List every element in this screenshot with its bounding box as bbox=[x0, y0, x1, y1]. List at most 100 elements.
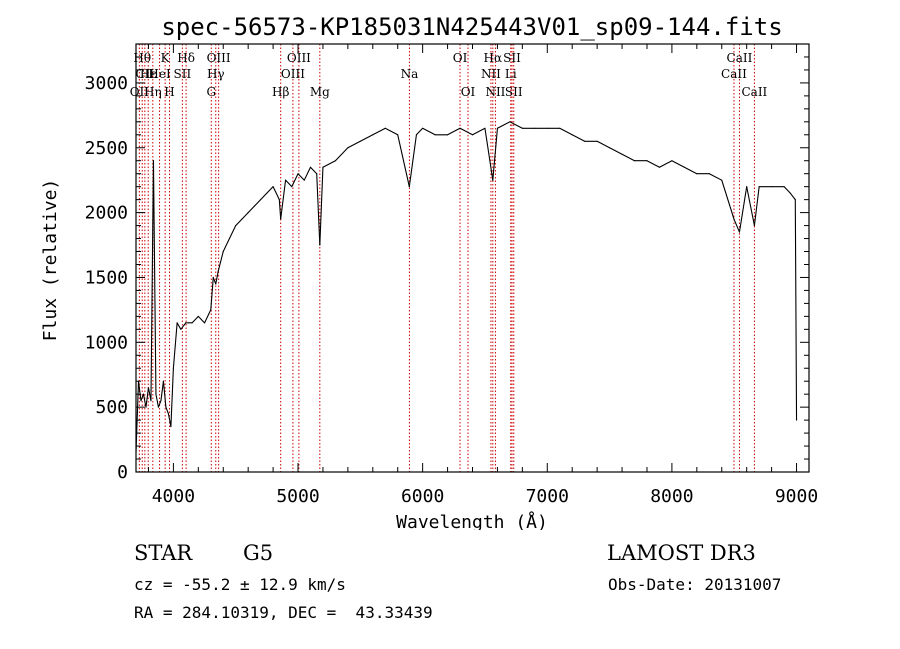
coordinates: RA = 284.10319, DEC = 43.33439 bbox=[134, 603, 433, 622]
spectrum-segment-0-74 bbox=[671, 160, 685, 168]
survey-label: LAMOST DR3 bbox=[607, 541, 756, 565]
spectrum-segment-0-33 bbox=[266, 186, 274, 194]
spectrum-segment-0-9 bbox=[157, 400, 162, 408]
line-label-14: OIII bbox=[281, 67, 305, 81]
spectrum-segment-0-52 bbox=[415, 127, 424, 136]
spectrum-segment-0-2 bbox=[140, 393, 145, 402]
spectrum-segment-0-27 bbox=[228, 225, 237, 240]
spectrum-chart: spec-56573-KP185031N425443V01_sp09-144.f… bbox=[40, 13, 818, 530]
redshift-readout: cz = -55.2 ± 12.9 km/s bbox=[134, 575, 346, 594]
spectrum-segment-0-85 bbox=[783, 186, 791, 194]
spectrum-segment-0-81 bbox=[746, 186, 755, 227]
y-axis-ticks: 0 500 1000 1500 2000 2500 3000 bbox=[85, 56, 809, 483]
spectrum-segment-0-75 bbox=[683, 166, 698, 175]
spectrum-segment-0-3 bbox=[142, 393, 147, 408]
x-tick-label-1: 5000 bbox=[276, 486, 319, 507]
spectrum-segment-0-51 bbox=[408, 134, 417, 188]
spectrum-segment-0-60 bbox=[496, 121, 511, 129]
spectrum-segment-0-66 bbox=[571, 134, 586, 142]
spectrum-segment-0-16 bbox=[176, 322, 182, 330]
y-tick-label-2: 1000 bbox=[85, 332, 128, 353]
spectrum-segment-0-31 bbox=[253, 199, 262, 207]
line-label-22: NII bbox=[485, 85, 505, 99]
line-label-5: HeI bbox=[148, 67, 171, 81]
spectrum-segment-0-23 bbox=[212, 276, 217, 285]
spectrum-segment-0-40 bbox=[303, 166, 312, 181]
spectrum-segment-0-34 bbox=[272, 186, 280, 201]
line-label-7: H bbox=[164, 85, 174, 99]
spectrum-segment-0-46 bbox=[347, 140, 361, 149]
obs-date: Obs-Date: 20131007 bbox=[608, 575, 782, 594]
spectrum-segment-0-65 bbox=[559, 127, 573, 136]
spectrum-segment-0-4 bbox=[145, 387, 150, 408]
spectrum-segment-0-38 bbox=[291, 173, 299, 188]
line-label-18: OI bbox=[453, 51, 468, 65]
line-label-2: CII bbox=[136, 67, 155, 81]
line-label-23: Li bbox=[505, 67, 517, 81]
spectrum-segment-0-26 bbox=[222, 238, 231, 253]
line-label-19: OI bbox=[461, 85, 476, 99]
spectrum-segment-0-35 bbox=[278, 199, 282, 220]
spectrum-segment-0-82 bbox=[753, 186, 760, 227]
spectrum-segment-0-14 bbox=[170, 367, 174, 428]
x-tick-label-4: 8000 bbox=[650, 486, 693, 507]
y-tick-label-4: 2000 bbox=[85, 203, 128, 224]
spectrum-segment-0-58 bbox=[484, 127, 494, 181]
spectrum-segment-0-55 bbox=[447, 127, 461, 136]
spectrum-segment-0-41 bbox=[309, 166, 318, 175]
spectrum-segment-0-10 bbox=[160, 380, 164, 402]
spectrum-segment-0-11 bbox=[162, 380, 167, 408]
spectrum-series bbox=[135, 121, 798, 454]
x-tick-label-2: 6000 bbox=[401, 486, 444, 507]
plot-frame bbox=[135, 43, 810, 473]
spectrum-segment-0-43 bbox=[319, 166, 324, 246]
y-tick-label-1: 500 bbox=[95, 397, 128, 418]
spectrum-segment-0-86 bbox=[789, 192, 796, 201]
x-axis-label: Wavelength (Å) bbox=[396, 511, 548, 530]
spectrum-segment-0-24 bbox=[215, 270, 219, 285]
line-label-6: K bbox=[161, 51, 171, 65]
spectrum-segment-0-17 bbox=[180, 322, 187, 330]
spectrum-segment-0-28 bbox=[235, 218, 243, 227]
line-label-11: Hγ bbox=[207, 67, 225, 81]
spectrum-segment-0-77 bbox=[708, 173, 723, 181]
spectrum-segment-0-29 bbox=[241, 212, 249, 220]
spectrum-segment-0-48 bbox=[372, 127, 386, 136]
spectrum-segment-0-32 bbox=[260, 192, 268, 201]
spectrum-segment-0-69 bbox=[609, 147, 623, 155]
spectrum-segment-0-70 bbox=[621, 153, 636, 162]
spectrum-segment-0-79 bbox=[733, 218, 741, 233]
spectrum-segment-0-47 bbox=[359, 134, 374, 142]
y-tick-label-5: 2500 bbox=[85, 138, 128, 159]
line-label-15: OIII bbox=[287, 51, 311, 65]
line-label-27: CaII bbox=[727, 51, 753, 65]
spectrum-segment-0-68 bbox=[596, 140, 611, 149]
spectrum-segment-0-39 bbox=[297, 173, 305, 181]
line-label-25: SII bbox=[505, 85, 523, 99]
spectrum-segment-0-49 bbox=[384, 127, 399, 136]
spectrum-segment-0-78 bbox=[721, 179, 735, 220]
spectral-line-markers bbox=[138, 44, 755, 472]
line-label-13: Hβ bbox=[272, 85, 289, 99]
spectrum-segment-0-30 bbox=[247, 205, 255, 214]
y-tick-label-0: 0 bbox=[117, 462, 128, 483]
spectrum-segment-0-61 bbox=[509, 121, 523, 129]
spectrum-segment-0-20 bbox=[197, 315, 206, 324]
line-label-3: Hε bbox=[140, 67, 157, 81]
spectral-line-labels: OIIHθCIIHεHηHeIKHSIIHδGHγOIIIHβOIIIOIIIM… bbox=[130, 51, 768, 99]
line-label-8: SII bbox=[174, 67, 192, 81]
x-tick-label-3: 7000 bbox=[526, 486, 569, 507]
spectrum-segment-0-87 bbox=[794, 199, 798, 421]
chart-title: spec-56573-KP185031N425443V01_sp09-144.f… bbox=[161, 13, 782, 41]
line-label-28: CaII bbox=[741, 85, 767, 99]
spectrum-segment-0-57 bbox=[471, 127, 486, 136]
spectrum-segment-0-6 bbox=[150, 160, 154, 402]
spectrum-segment-0-50 bbox=[397, 134, 410, 188]
line-label-4: Hη bbox=[144, 85, 162, 99]
spectrum-segment-0-45 bbox=[334, 147, 349, 162]
spectrum-segment-0-44 bbox=[322, 160, 336, 168]
spectrum-segment-0-42 bbox=[316, 173, 321, 246]
y-tick-label-3: 1500 bbox=[85, 267, 128, 288]
spectrum-segment-0-56 bbox=[459, 127, 474, 136]
